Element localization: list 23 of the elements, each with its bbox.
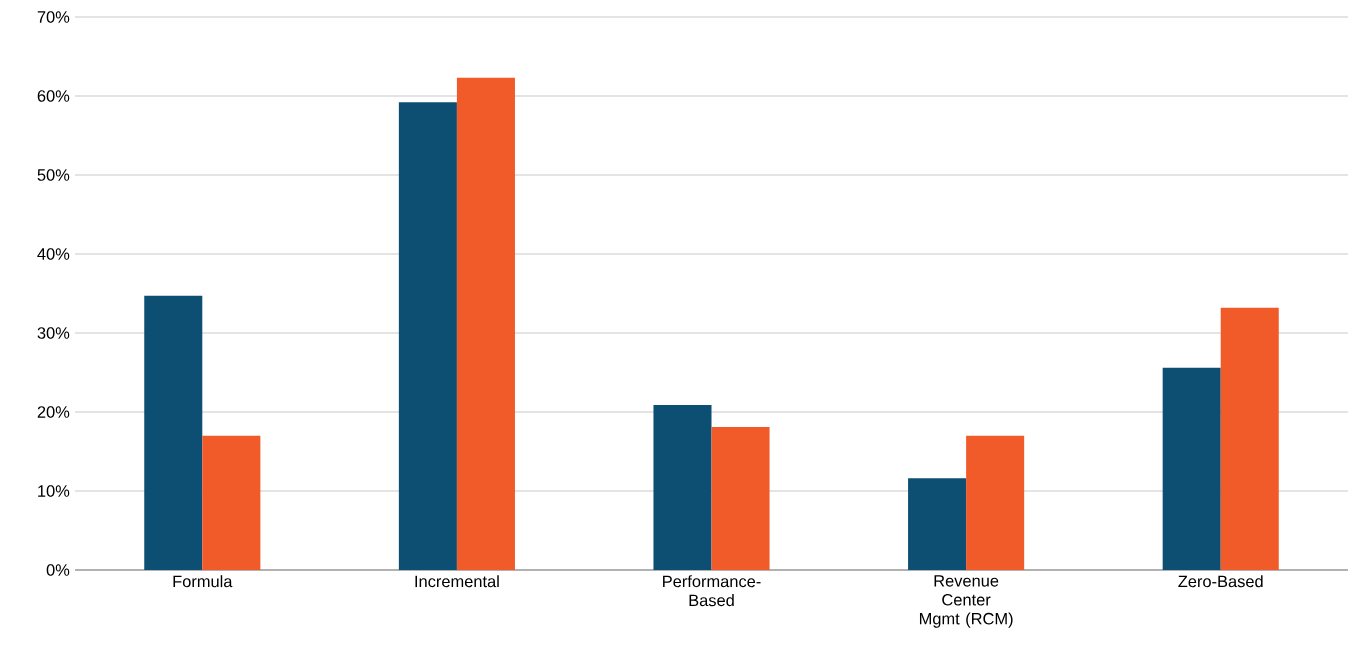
bar <box>398 102 457 570</box>
bar <box>1162 367 1221 570</box>
bar <box>653 404 712 570</box>
bar <box>144 295 203 570</box>
bar <box>456 77 515 570</box>
x-tick-label: Performance-Based <box>663 575 761 607</box>
y-tick-label: 30% <box>37 327 70 339</box>
y-tick-label: 20% <box>37 406 70 418</box>
x-tick-label: Zero-Based <box>1178 575 1263 588</box>
x-tick-label: Formula <box>173 575 233 588</box>
y-tick-label: 70% <box>37 11 70 23</box>
bar <box>908 478 967 570</box>
y-tick-label: 60% <box>37 90 70 102</box>
y-tick-label: 10% <box>38 485 70 497</box>
x-tick-label: Revenue Center Mgmt (RCM) <box>919 575 1013 628</box>
bar <box>202 435 261 570</box>
x-tick-label: Incremental <box>415 575 499 588</box>
y-tick-label: 40% <box>37 248 70 260</box>
bar <box>711 427 770 570</box>
bar <box>1220 307 1279 570</box>
bar <box>966 435 1025 570</box>
y-tick-label: 50% <box>37 169 70 181</box>
y-tick-label: 0% <box>46 564 70 576</box>
